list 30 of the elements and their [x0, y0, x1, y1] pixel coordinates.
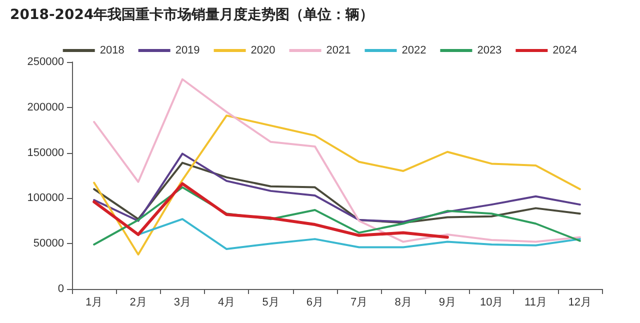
y-tick-label: 0	[58, 283, 64, 295]
x-tick-label: 1月	[86, 296, 103, 308]
x-tick-label: 4月	[218, 296, 236, 308]
y-tick-label: 100000	[27, 192, 64, 204]
y-tick-label: 50000	[33, 238, 64, 250]
line-series	[93, 186, 581, 246]
y-tick-label: 200000	[27, 101, 64, 114]
line-series	[93, 114, 581, 256]
legend-label: 2023	[477, 44, 502, 56]
x-tick-label: 11月	[524, 296, 547, 308]
legend-label: 2020	[250, 44, 276, 56]
legend-label: 2018	[100, 44, 124, 56]
x-tick-label: 9月	[438, 296, 456, 308]
x-tick-label: 3月	[174, 296, 191, 308]
x-tick-label: 7月	[350, 296, 368, 308]
legend-label: 2024	[552, 44, 578, 56]
line-series	[93, 78, 581, 243]
chart-title: 2018-2024年我国重卡市场销量月度走势图（单位：辆）	[9, 6, 375, 25]
x-tick-label: 10月	[480, 296, 504, 308]
legend-label: 2022	[402, 44, 426, 56]
legend-label: 2021	[326, 44, 351, 56]
legend-label: 2019	[175, 44, 200, 56]
x-tick-label: 8月	[394, 296, 412, 308]
x-tick-label: 5月	[262, 296, 280, 308]
x-tick-label: 2月	[130, 296, 147, 308]
line-series	[92, 182, 449, 239]
x-tick-label: 12月	[568, 296, 592, 308]
x-tick-label: 6月	[306, 296, 324, 308]
y-tick-label: 150000	[27, 146, 64, 159]
y-tick-label: 250000	[27, 56, 64, 68]
